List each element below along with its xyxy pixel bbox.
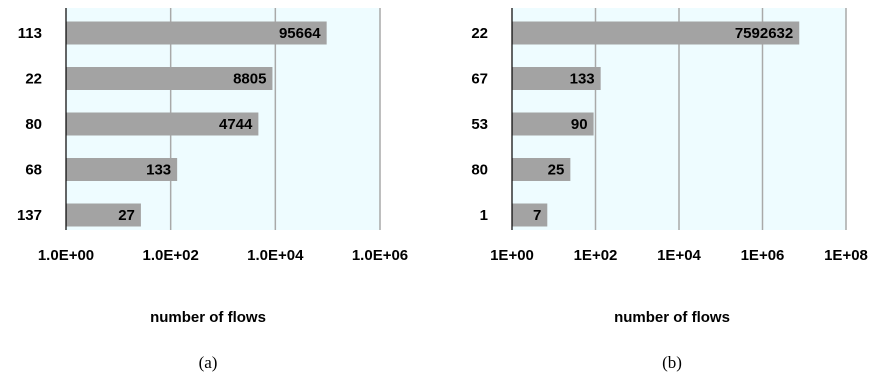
data-label: 133 (570, 71, 595, 88)
category-label: 80 (471, 162, 488, 179)
x-axis-label: number of flows (614, 309, 730, 326)
tick-label: 1E+02 (574, 247, 618, 264)
tick-label: 1E+08 (824, 247, 868, 264)
tick-label: 1.0E+06 (352, 247, 408, 264)
data-label: 95664 (279, 25, 321, 42)
bar (66, 112, 259, 136)
data-label: 90 (571, 116, 588, 133)
bar (512, 203, 548, 227)
bar (66, 203, 141, 227)
category-label: 22 (471, 25, 488, 42)
subfigure-caption: (b) (662, 353, 682, 372)
category-label: 137 (17, 207, 42, 224)
tick-label: 1E+00 (490, 247, 534, 264)
data-label: 27 (118, 207, 135, 224)
bar (512, 158, 571, 181)
category-label: 68 (25, 162, 42, 179)
chart-b: 7592632 22 133 67 90 53 25 80 7 1 1E+00 1E+02 1E+04 1… (471, 8, 868, 372)
category-label: 22 (25, 71, 42, 88)
tick-label: 1.0E+02 (143, 247, 199, 264)
bar (66, 21, 327, 45)
x-axis-label: number of flows (150, 309, 266, 326)
data-label: 7 (533, 207, 541, 224)
bar (512, 112, 594, 136)
bar (66, 158, 178, 181)
subfigure-caption: (a) (199, 353, 218, 372)
data-label: 4744 (219, 116, 253, 133)
category-label: 53 (471, 116, 488, 133)
data-label: 7592632 (735, 25, 793, 42)
data-label: 25 (548, 162, 565, 179)
category-label: 1 (480, 207, 488, 224)
bar (512, 67, 601, 90)
tick-label: 1E+06 (741, 247, 785, 264)
data-label: 133 (146, 162, 171, 179)
chart-a: 95664 113 8805 22 4744 80 133 68 27 137 1.0E+00 1.0… (17, 8, 408, 372)
bar (512, 21, 800, 45)
tick-label: 1E+04 (657, 247, 701, 264)
tick-label: 1.0E+00 (38, 247, 94, 264)
category-label: 113 (18, 25, 42, 42)
tick-label: 1.0E+04 (247, 247, 304, 264)
data-label: 8805 (233, 71, 266, 88)
category-label: 67 (471, 71, 488, 88)
category-label: 80 (25, 116, 42, 133)
bar (66, 67, 273, 90)
